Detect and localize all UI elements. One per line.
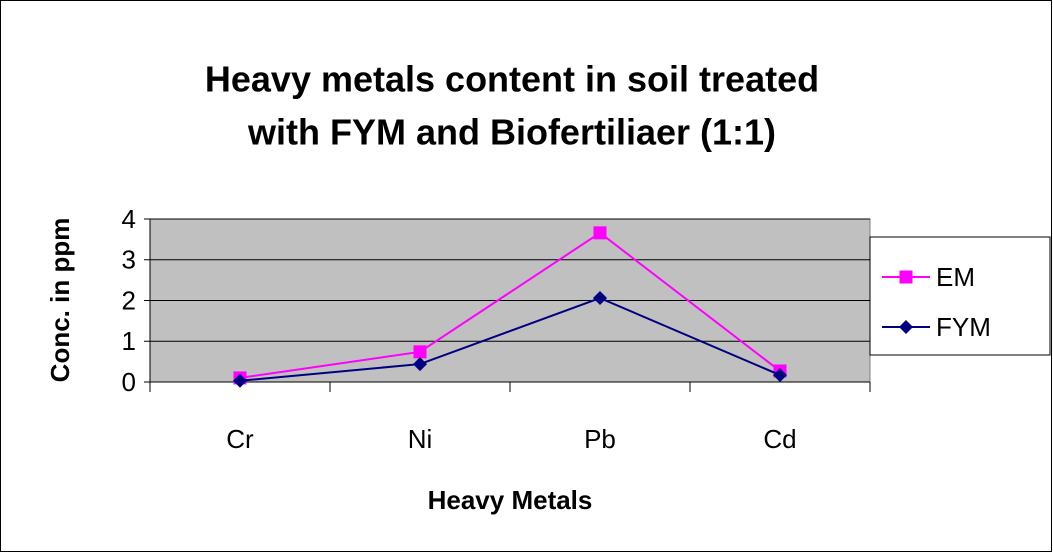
- x-tick-label: Pb: [584, 424, 616, 454]
- legend-label: FYM: [936, 312, 991, 342]
- y-tick-label: 1: [122, 326, 136, 356]
- x-tick-label: Ni: [408, 424, 433, 454]
- y-tick-label: 0: [122, 367, 136, 397]
- marker: [413, 345, 427, 359]
- chart-title: with FYM and Biofertiliaer (1:1): [247, 112, 776, 153]
- series-line: [239, 296, 781, 382]
- series-line: [239, 231, 781, 379]
- x-axis-title: Heavy Metals: [428, 485, 593, 515]
- marker: [593, 291, 607, 306]
- y-axis-title: Conc. in ppm: [45, 218, 75, 383]
- marker: [773, 368, 787, 383]
- x-tick-label: Cr: [226, 424, 254, 454]
- marker: [593, 226, 607, 240]
- y-tick-label: 3: [122, 245, 136, 275]
- marker: [233, 373, 247, 388]
- marker: [899, 270, 913, 284]
- marker: [899, 320, 913, 334]
- marker: [413, 357, 427, 372]
- legend-box: [869, 236, 1051, 356]
- legend-label: EM: [936, 262, 975, 292]
- y-tick-label: 4: [122, 204, 136, 234]
- chart-title: Heavy metals content in soil treated: [205, 59, 819, 100]
- y-tick-label: 2: [122, 285, 136, 315]
- x-tick-label: Cd: [763, 424, 796, 454]
